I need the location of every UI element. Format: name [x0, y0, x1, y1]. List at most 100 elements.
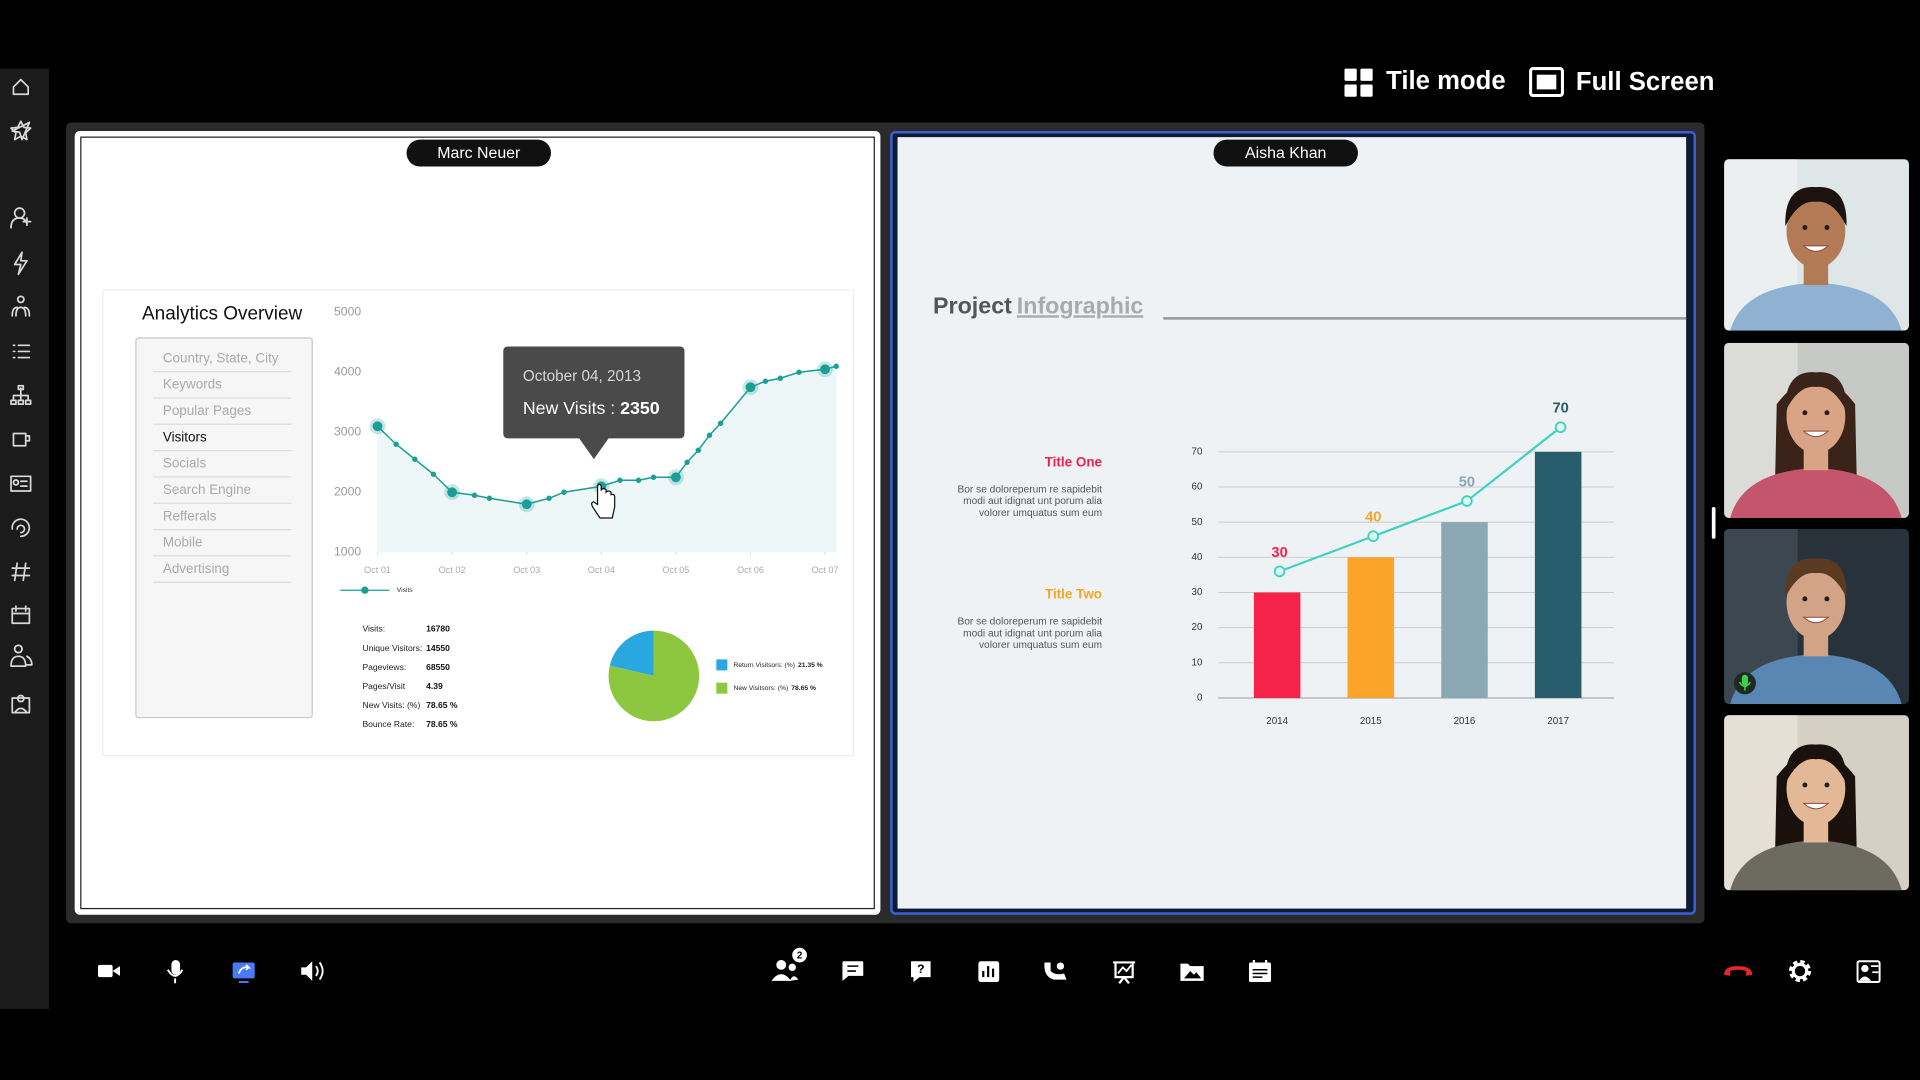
sidebar-icon[interactable]: [12, 432, 31, 447]
point: [430, 471, 437, 477]
y-tick-label: 4000: [334, 364, 361, 378]
point: [745, 382, 756, 393]
icon: [1117, 964, 1133, 975]
badge: [792, 947, 807, 963]
tile-icon: [1344, 84, 1357, 97]
tile-image: [1724, 159, 1909, 331]
schedule-button[interactable]: [1248, 960, 1272, 983]
raise-hand-button[interactable]: [1044, 962, 1067, 980]
full-screen-label: Full Screen: [1576, 68, 1715, 96]
mic-button[interactable]: [166, 960, 184, 984]
tile-image: [1724, 715, 1909, 891]
menu-item[interactable]: Socials: [163, 456, 207, 471]
sidebar-icon[interactable]: [13, 251, 28, 276]
point: [393, 441, 399, 447]
bar: [1253, 592, 1301, 698]
sidebar-icon[interactable]: [10, 120, 32, 141]
item-text: modi aut idignat unt porum alia: [963, 628, 1102, 639]
face: [1786, 194, 1846, 268]
qa-button[interactable]: ?: [911, 961, 931, 983]
stat-label: Visits:: [362, 624, 385, 634]
x-tick-label: 2016: [1454, 716, 1476, 727]
icon: [97, 964, 113, 978]
settings-button[interactable]: [1788, 960, 1812, 983]
legend-category: New Visitsors: (%): [733, 685, 788, 692]
sidebar-icon[interactable]: [10, 475, 32, 492]
shoulders: [1730, 467, 1902, 518]
sidebar-icon[interactable]: [11, 605, 31, 625]
tile-mode-button[interactable]: Tile mode: [1344, 67, 1506, 97]
scroll-handle[interactable]: [1711, 506, 1716, 539]
sidebar-icon[interactable]: [11, 562, 31, 582]
sidebar-icon[interactable]: [11, 694, 31, 714]
item-text: modi aut idignat unt porum alia: [963, 496, 1102, 507]
eye: [1802, 596, 1808, 602]
icon: [1252, 969, 1268, 978]
point: [762, 378, 769, 384]
layout-button[interactable]: [1856, 960, 1881, 984]
sidebar-icon[interactable]: [10, 384, 32, 405]
point: [372, 421, 383, 432]
menu-item[interactable]: Search Engine: [163, 482, 251, 497]
icon: [301, 961, 313, 981]
icon: [847, 965, 859, 972]
icon: [982, 966, 995, 978]
menu-item[interactable]: Mobile: [163, 535, 203, 550]
item-title: Title One: [1045, 454, 1103, 469]
sidebar-icon[interactable]: [11, 295, 31, 317]
icon: [1871, 965, 1879, 974]
stat-value: 14550: [426, 643, 450, 653]
trend-point: [1367, 530, 1380, 543]
icon: [166, 969, 184, 984]
sidebar-icon[interactable]: [12, 344, 31, 359]
sidebar-icon[interactable]: [10, 644, 33, 667]
x-tick-label: 2014: [1266, 716, 1288, 727]
icon: [1056, 962, 1065, 970]
files-button[interactable]: [1180, 963, 1204, 981]
tooltip: October 04, 2013 New Visits :2350: [503, 346, 685, 519]
point: [471, 492, 478, 498]
tile-mode-label: Tile mode: [1386, 67, 1506, 95]
sidebar-icon[interactable]: [10, 207, 32, 229]
item-text: Bor se doloreperum re sapidebit: [958, 617, 1103, 628]
sidebar-icon[interactable]: [12, 78, 30, 96]
leave-button[interactable]: [1724, 966, 1753, 976]
icon: [1113, 961, 1136, 984]
menu-item[interactable]: Popular Pages: [163, 403, 252, 418]
video-tile[interactable]: [1724, 342, 1909, 518]
participants-button[interactable]: 2: [771, 947, 807, 981]
icon: [1791, 962, 1809, 980]
menu-item[interactable]: Advertising: [163, 561, 230, 576]
stat-label: Pages/Visit: [362, 681, 405, 691]
speaker-button[interactable]: [301, 961, 324, 981]
legend-label: New Visitsors: (%) 78.65 %: [733, 685, 816, 692]
tile-image: [1724, 342, 1909, 518]
tile-icon: [1360, 68, 1373, 81]
chat-button[interactable]: [842, 961, 864, 981]
full-screen-button[interactable]: Full Screen: [1529, 67, 1715, 98]
point: [684, 459, 690, 465]
menu-item[interactable]: Visitors: [163, 429, 207, 444]
point: [521, 499, 532, 510]
camera-button[interactable]: [97, 964, 120, 978]
whiteboard-button[interactable]: [1113, 961, 1136, 984]
badge-count: 2: [797, 950, 803, 961]
poll-button[interactable]: [978, 961, 1000, 983]
menu-item[interactable]: Keywords: [163, 377, 222, 392]
icon: [1858, 976, 1872, 981]
speaking-indicator: [1733, 672, 1756, 695]
share-screen-button[interactable]: [232, 962, 255, 984]
point: [617, 477, 623, 483]
video-tile[interactable]: [1724, 159, 1909, 331]
sidebar-icon[interactable]: [11, 518, 31, 538]
menu-item[interactable]: Refferals: [163, 508, 217, 523]
video-tile[interactable]: [1724, 715, 1909, 891]
x-tick-label: Oct 07: [812, 565, 839, 575]
data-label: 50: [1459, 475, 1475, 491]
menu-item[interactable]: Country, State, City: [163, 350, 279, 365]
x-tick-label: Oct 04: [588, 565, 615, 575]
video-tile[interactable]: [1724, 528, 1909, 705]
infographic-title: Project Infographic: [933, 292, 1143, 318]
x-tick-label: Oct 06: [737, 565, 764, 575]
eye: [1802, 410, 1808, 416]
